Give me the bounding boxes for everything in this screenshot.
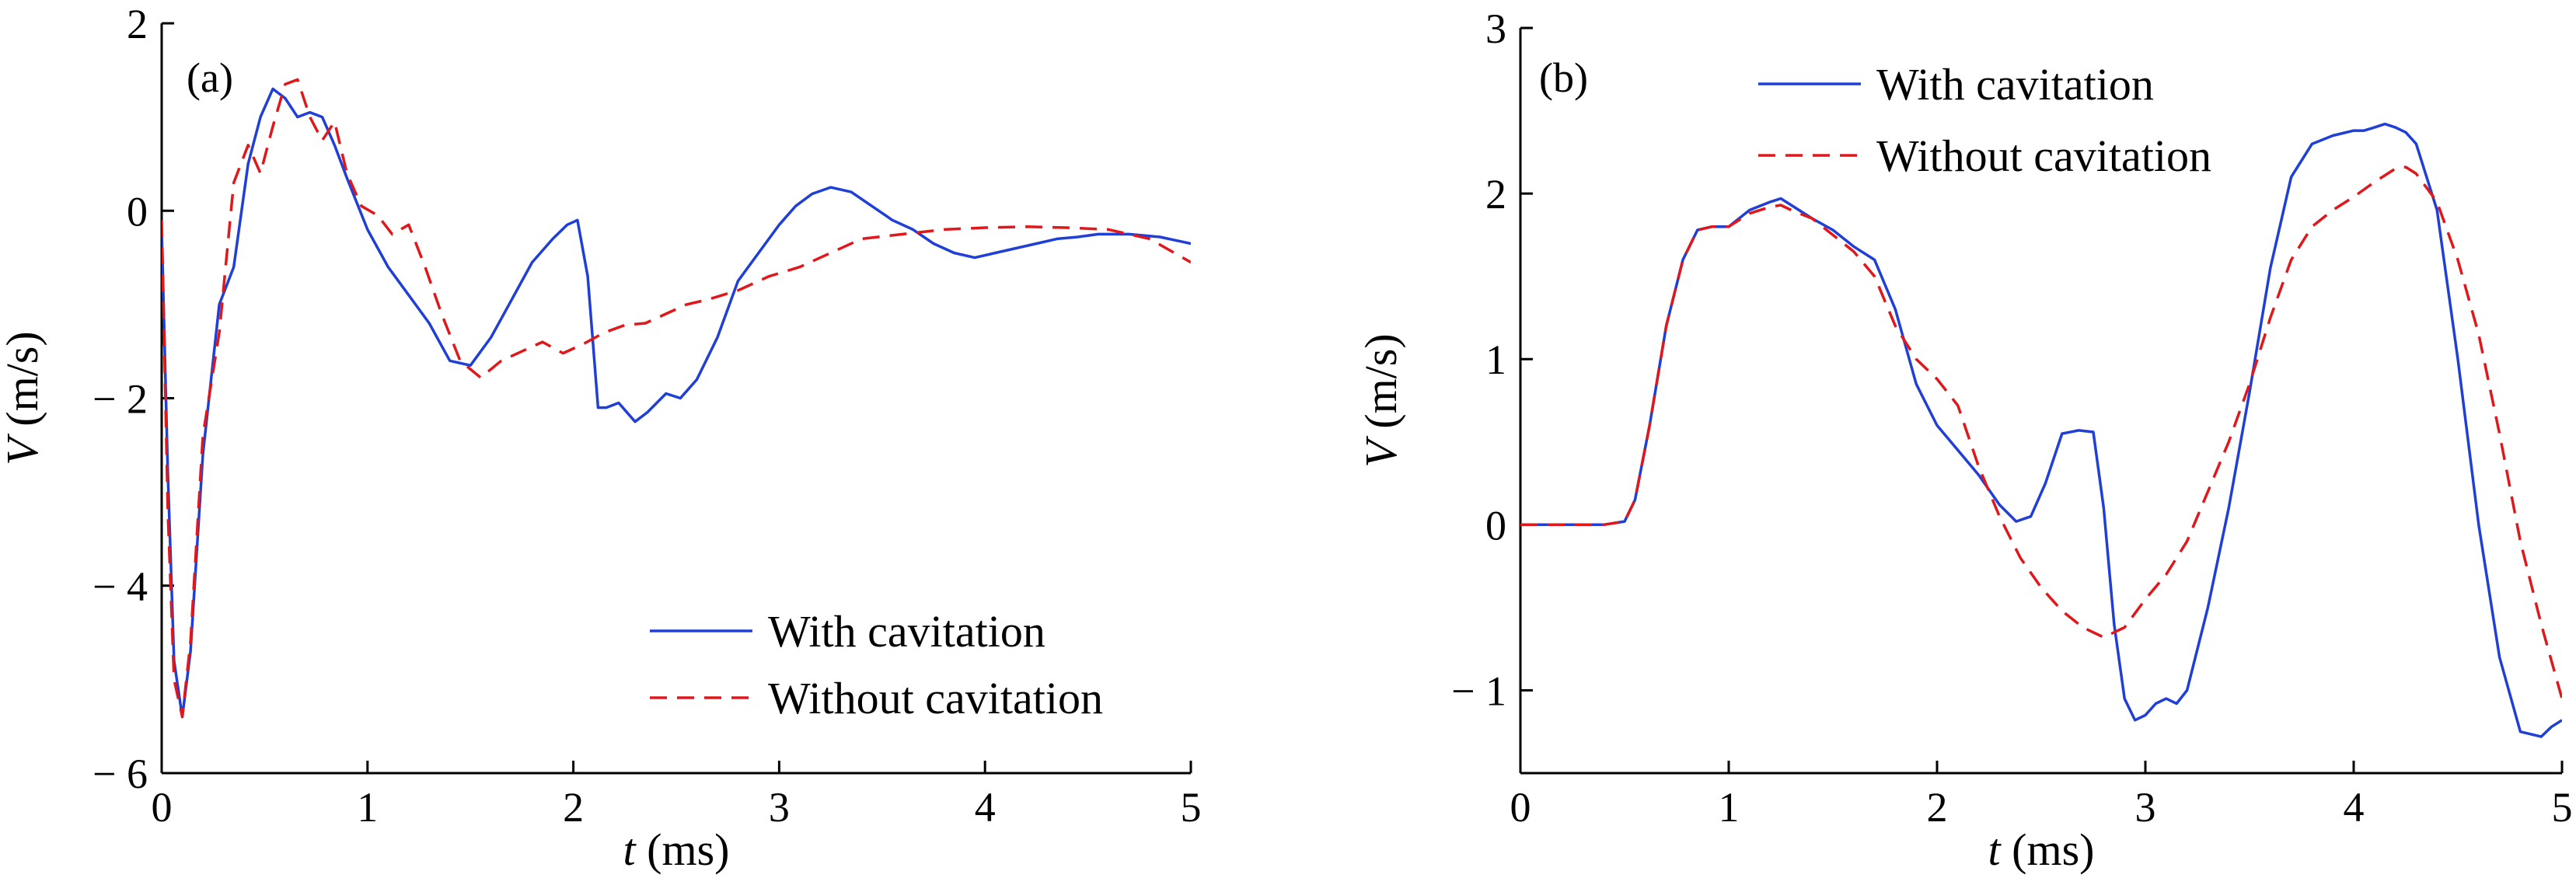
x-tick-label: 5 [2552, 784, 2573, 831]
x-tick-label: 3 [2135, 784, 2156, 831]
x-tick-label: 5 [1181, 784, 1202, 831]
panel-b: 0 1 2 3 4 5 3 2 1 0 − 1 t (ms) V (m/s) (b) With cavita… [1356, 5, 2573, 875]
legend: With cavitation Without cavitation [650, 606, 1103, 723]
panel-label: (b) [1539, 54, 1588, 101]
x-tick-label: 4 [2344, 784, 2365, 831]
x-tick-label: 2 [1927, 784, 1948, 831]
legend-label: Without cavitation [1876, 131, 2211, 181]
legend-label: Without cavitation [768, 673, 1103, 723]
panel-label: (a) [187, 54, 233, 101]
x-axis-title: t (ms) [623, 824, 730, 875]
y-tick-label: − 6 [92, 751, 148, 797]
legend-label: With cavitation [1876, 59, 2154, 110]
series-line-without-cavitation [162, 78, 1191, 719]
series-line-with-cavitation [1520, 122, 2562, 738]
series-line-without-cavitation [1520, 166, 2562, 699]
x-tick-label: 3 [769, 784, 790, 831]
y-axis-title: V (m/s) [0, 331, 47, 465]
y-tick-label: − 4 [92, 563, 148, 610]
y-tick-label: − 1 [1451, 667, 1506, 714]
series-line-with-cavitation [162, 87, 1191, 719]
x-tick-label: 4 [975, 784, 996, 831]
y-tick-label: 0 [127, 188, 148, 235]
y-axis-title: V (m/s) [1356, 333, 1406, 467]
y-tick-label: 2 [127, 1, 148, 47]
x-tick-label: 0 [152, 784, 173, 831]
panel-a: 0 1 2 3 4 5 2 0 − 2 − 4 − 6 t (ms) V (m/s) (a) With ca… [0, 1, 1202, 875]
y-tick-label: 1 [1485, 336, 1506, 383]
x-axis-title: t (ms) [1988, 824, 2095, 875]
y-tick-label: 0 [1485, 502, 1506, 549]
legend-label: With cavitation [768, 606, 1045, 657]
y-tick-label: 2 [1485, 171, 1506, 218]
legend: With cavitation Without cavitation [1758, 59, 2211, 181]
y-tick-label: 3 [1485, 5, 1506, 52]
x-tick-label: 2 [563, 784, 584, 831]
y-tick-label: − 2 [92, 376, 148, 423]
x-tick-label: 1 [357, 784, 378, 831]
x-tick-label: 1 [1719, 784, 1740, 831]
x-tick-label: 0 [1510, 784, 1531, 831]
